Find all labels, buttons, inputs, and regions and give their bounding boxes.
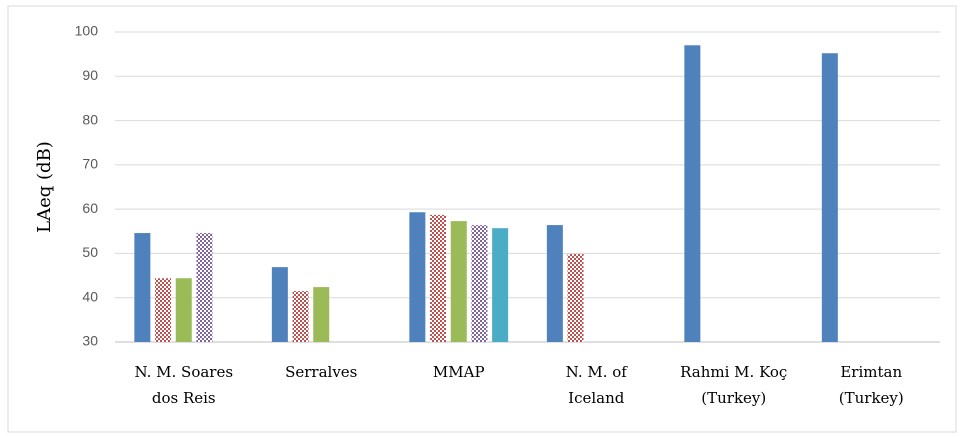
y-tick-label: 60 bbox=[82, 200, 98, 216]
bar bbox=[684, 45, 701, 343]
y-tick-label: 50 bbox=[82, 244, 98, 260]
x-tick-label: Iceland bbox=[568, 389, 625, 407]
bar bbox=[409, 212, 426, 342]
x-tick-label: (Turkey) bbox=[839, 389, 904, 407]
bar bbox=[450, 221, 467, 342]
x-tick-label: dos Reis bbox=[152, 389, 216, 407]
y-tick-label: 90 bbox=[82, 67, 98, 83]
x-tick-label: N. M. of bbox=[566, 363, 629, 381]
x-tick-label: (Turkey) bbox=[701, 389, 766, 407]
chart-border bbox=[7, 5, 957, 433]
y-axis-label: LAeq (dB) bbox=[34, 141, 55, 233]
x-tick-label: MMAP bbox=[433, 363, 485, 381]
x-tick-label: Rahmi M. Koç bbox=[680, 363, 787, 381]
bar bbox=[292, 291, 309, 342]
bar bbox=[492, 228, 509, 342]
bar bbox=[567, 253, 584, 342]
y-tick-label: 100 bbox=[75, 23, 99, 39]
bar bbox=[471, 225, 488, 342]
bar bbox=[134, 233, 151, 342]
bar bbox=[430, 214, 447, 342]
x-tick-label: Erimtan bbox=[840, 363, 902, 381]
bar bbox=[155, 278, 172, 342]
bar bbox=[313, 287, 330, 342]
x-tick-label: N. M. Soares bbox=[134, 363, 233, 381]
bar bbox=[175, 278, 192, 342]
bar bbox=[271, 267, 288, 342]
bar bbox=[546, 225, 563, 342]
bar bbox=[821, 53, 838, 342]
x-tick-label: Serralves bbox=[285, 363, 357, 381]
bar bbox=[196, 233, 213, 342]
y-tick-label: 30 bbox=[82, 333, 98, 349]
y-tick-label: 70 bbox=[82, 156, 98, 172]
y-tick-label: 40 bbox=[82, 288, 98, 304]
y-tick-label: 80 bbox=[82, 111, 98, 127]
